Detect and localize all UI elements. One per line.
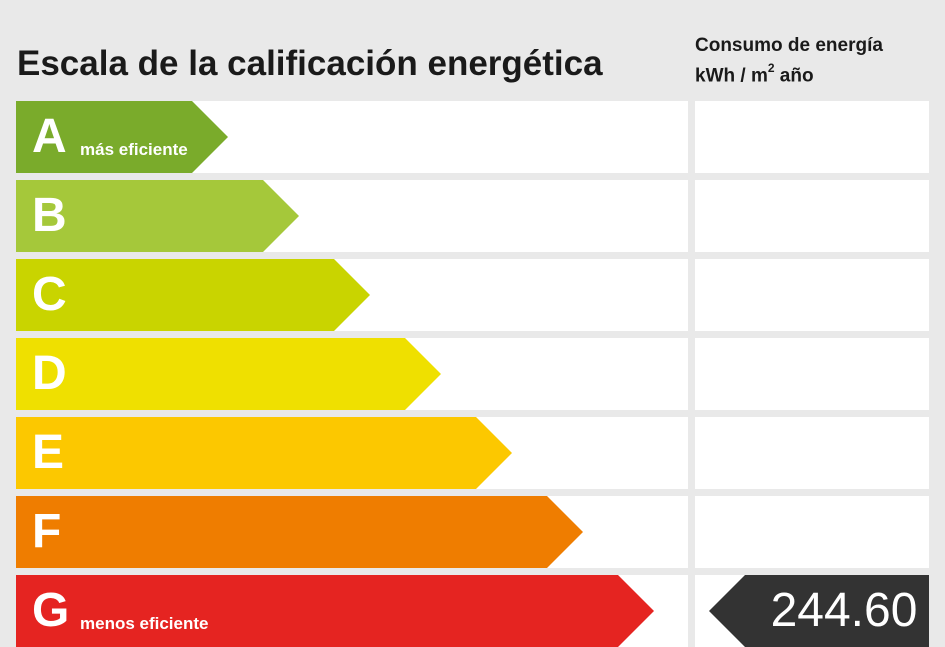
- current-consumption-value: 244.60: [770, 584, 918, 637]
- rating-arrow-d: D: [16, 338, 441, 410]
- rating-letter-d: D: [32, 347, 67, 400]
- consumption-cell-g: 244.60: [695, 575, 929, 647]
- rating-letter-g: G: [32, 584, 70, 637]
- rating-sublabel-a: más eficiente: [80, 140, 188, 159]
- consumption-cell-a: [695, 101, 929, 173]
- rating-letter-c: C: [32, 268, 67, 321]
- rating-arrow-e: E: [16, 417, 512, 489]
- consumption-cell-f: [695, 496, 929, 568]
- rating-arrow-f: F: [16, 496, 583, 568]
- unit-header-line1: Consumo de energía: [695, 35, 883, 56]
- rating-row-c: C: [16, 259, 688, 331]
- rating-letter-f: F: [32, 505, 62, 558]
- consumption-cell-c: [695, 259, 929, 331]
- unit-superscript: 2: [767, 61, 775, 75]
- unit-prefix: kWh / m: [695, 65, 768, 87]
- energy-unit-header: Consumo de energía kWh / m2 año: [695, 33, 883, 88]
- consumption-cell-b: [695, 180, 929, 252]
- unit-header-line2: kWh / m2 año: [695, 58, 883, 88]
- consumption-cell-d: [695, 338, 929, 410]
- rating-row-e: E: [16, 417, 688, 489]
- current-value-badge: 244.60: [709, 575, 929, 647]
- page-title: Escala de la calificación energética: [17, 44, 603, 83]
- rating-letter-a: A: [32, 110, 67, 163]
- unit-suffix: año: [774, 65, 814, 87]
- consumption-cell-e: [695, 417, 929, 489]
- rating-row-b: B: [16, 180, 688, 252]
- rating-sublabel-g: menos eficiente: [80, 614, 209, 633]
- rating-row-d: D: [16, 338, 688, 410]
- rating-letter-b: B: [32, 189, 67, 242]
- rating-arrow-b: B: [16, 180, 299, 252]
- rating-row-f: F: [16, 496, 688, 568]
- rating-arrow-c: C: [16, 259, 370, 331]
- rating-letter-e: E: [32, 426, 65, 479]
